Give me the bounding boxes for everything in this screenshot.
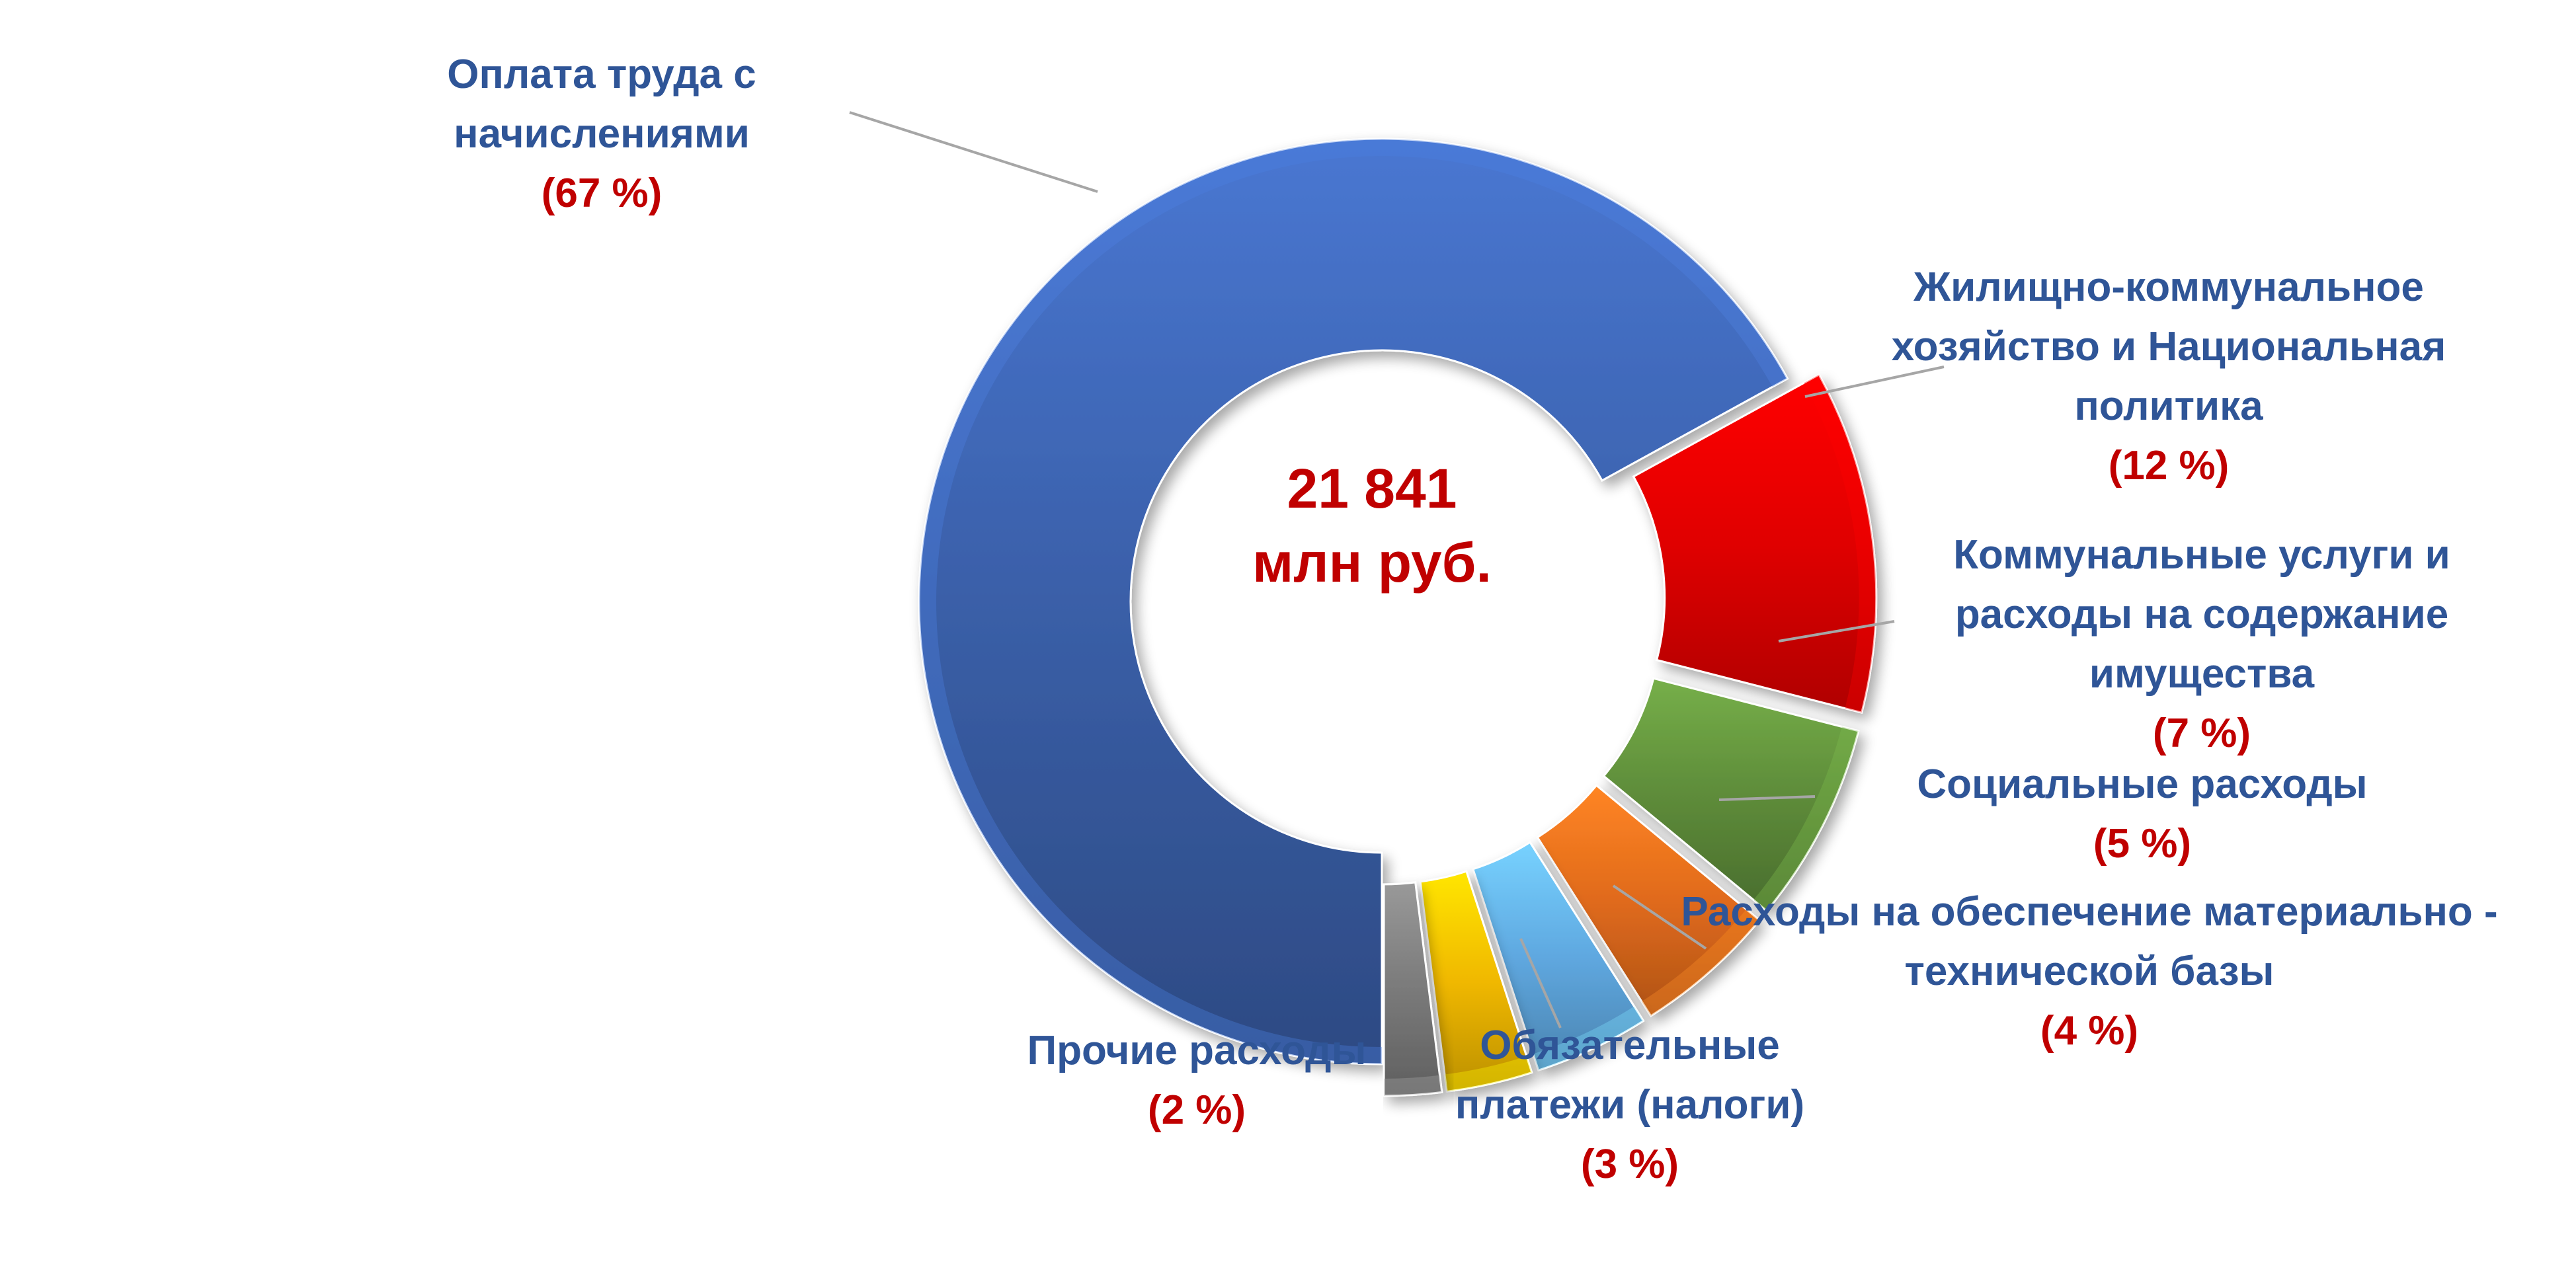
slice-label-6: Обязательные платежи (налоги) (3 %) — [1455, 1023, 1804, 1187]
slice-bevel-4 — [1641, 909, 1760, 1017]
donut-slices — [918, 137, 1878, 1097]
slice-label-text: Обязательные — [1480, 1023, 1780, 1068]
slice-6 — [1419, 870, 1533, 1093]
slice-percent: (7 %) — [2153, 711, 2251, 756]
slice-labels: Оплата труда с начислениями (67 %) Жилищно-… — [447, 52, 2497, 1187]
center-total: 21 841 млн руб. — [1252, 457, 1492, 594]
slice-bevel-5 — [1533, 1006, 1644, 1071]
leader-line-1 — [849, 111, 1098, 193]
slice-label-text: начислениями — [454, 111, 750, 157]
slice-1 — [918, 137, 1789, 1066]
leader-line-3 — [1778, 620, 1895, 642]
slice-label-text: Коммунальные услуги и — [1953, 532, 2450, 578]
center-total-value: 21 841 — [1287, 457, 1457, 520]
slice-label-5: Расходы на обеспечение материально - техн… — [1681, 889, 2497, 1054]
slice-percent: (4 %) — [2040, 1008, 2138, 1054]
leader-line-5 — [1612, 884, 1707, 950]
slice-label-text: хозяйство и Национальная — [1892, 324, 2446, 369]
slice-label-text: имущества — [2089, 651, 2315, 697]
slice-bevel-6 — [1444, 1056, 1532, 1092]
slice-label-text: Социальные расходы — [1917, 761, 2367, 807]
slice-label-text: технической базы — [1905, 949, 2274, 994]
slice-label-1: Оплата труда с начислениями (67 %) — [447, 52, 756, 216]
slice-bevel-7 — [1384, 1075, 1442, 1096]
center-total-unit: млн руб. — [1252, 531, 1492, 594]
slice-label-text: расходы на содержание — [1955, 592, 2448, 637]
slice-label-7: Прочие расходы (2 %) — [1027, 1028, 1367, 1133]
leader-line-4 — [1718, 795, 1816, 801]
slice-percent: (12 %) — [2109, 443, 2230, 488]
slice-label-2: Жилищно-коммунальное хозяйство и Национал… — [1892, 264, 2446, 488]
slice-bevel-3 — [1753, 726, 1859, 911]
slice-7 — [1383, 881, 1443, 1097]
slice-label-3: Коммунальные услуги и расходы на содержан… — [1953, 532, 2450, 756]
leader-line-6 — [1519, 938, 1562, 1029]
slice-label-text: платежи (налоги) — [1455, 1082, 1804, 1128]
slice-3 — [1602, 677, 1860, 913]
slice-label-text: Оплата труда с — [447, 52, 756, 97]
slice-label-4: Социальные расходы (5 %) — [1917, 761, 2367, 867]
leader-line-2 — [1804, 366, 1945, 398]
slice-4 — [1536, 784, 1761, 1018]
slice-5 — [1471, 841, 1645, 1072]
leader-lines — [849, 111, 1945, 1029]
slice-label-text: Жилищно-коммунальное — [1913, 264, 2424, 310]
slice-percent: (5 %) — [2093, 821, 2191, 867]
slice-percent: (3 %) — [1581, 1142, 1679, 1187]
slice-label-text: политика — [2074, 383, 2263, 429]
slice-percent: (2 %) — [1148, 1087, 1246, 1133]
slice-label-text: Прочие расходы — [1027, 1028, 1367, 1073]
slice-label-text: Расходы на обеспечение материально - — [1681, 889, 2497, 935]
slice-percent: (67 %) — [542, 171, 663, 216]
